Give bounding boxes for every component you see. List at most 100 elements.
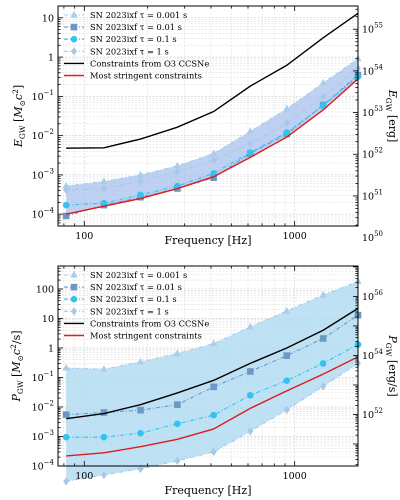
top-legend-marker-3 xyxy=(71,47,77,56)
top-panel: 100 100010−410−310−210−111010501051105210… xyxy=(11,5,399,247)
bottom-y-tick-label-part-0: 10 xyxy=(32,373,44,384)
top-band xyxy=(66,58,359,215)
bottom-y-tick-label-right: 1056 xyxy=(362,289,384,303)
top-y-tick-label-right-part-1: 50 xyxy=(374,230,383,238)
top-y-tick-label-part-0: 10 xyxy=(32,210,44,221)
bottom-y-axis-title-part-3: M xyxy=(10,361,23,374)
bottom-legend-marker-3 xyxy=(71,307,77,316)
top-x-tick-label: 1000 xyxy=(283,231,307,242)
bottom-y-axis-title-right-part-1: GW xyxy=(384,343,393,357)
bottom-legend-marker-1 xyxy=(70,283,78,291)
bottom-point-3-1 xyxy=(100,470,107,480)
top-series-2 xyxy=(62,73,362,209)
bottom-point-1-4 xyxy=(210,383,217,391)
top-y-tick-label-part-0: 10 xyxy=(32,92,44,103)
top-legend-label-5: Most stringent constraints xyxy=(90,71,202,81)
top-point-2-7 xyxy=(319,102,327,109)
top-y-tick-label-right: 1052 xyxy=(362,147,383,161)
bottom-point-3-6 xyxy=(283,405,290,415)
bottom-point-2-2 xyxy=(137,429,144,437)
top-y-tick-label-right-part-0: 10 xyxy=(362,108,374,119)
top-y-axis-title-part-7: ] xyxy=(12,85,25,89)
top-y-tick-label-right-part-1: 51 xyxy=(374,188,383,196)
bottom-point-2-6 xyxy=(283,377,291,384)
top-point-3-5 xyxy=(247,139,254,148)
bottom-x-tick-label: 100 xyxy=(75,471,93,482)
top-series-line-4 xyxy=(66,12,359,149)
bottom-y-axis-title-right: PGW [erg/s] xyxy=(384,334,399,396)
top-point-0-1 xyxy=(100,177,108,185)
top-y-tick-label-right-part-1: 53 xyxy=(374,105,383,113)
bottom-y-axis-title-part-4: ⊙ xyxy=(16,355,25,361)
top-y-axis-title-part-0: E xyxy=(12,139,25,148)
bottom-y-tick-label: 10−4 xyxy=(32,459,55,473)
bottom-point-0-3 xyxy=(173,349,181,357)
bottom-y-axis-title-part-7: /s] xyxy=(10,330,23,344)
top-x-axis-title: Frequency [Hz] xyxy=(165,234,252,247)
top-y-tick-label: 10−4 xyxy=(32,207,55,221)
bottom-series-line-4 xyxy=(66,307,359,420)
bottom-y-tick-label-right-part-1: 52 xyxy=(374,407,383,415)
bottom-y-tick-label-part-1: −3 xyxy=(44,429,54,437)
top-point-2-4 xyxy=(210,169,217,177)
top-point-0-6 xyxy=(283,104,291,112)
top-legend-marker-1 xyxy=(70,23,78,31)
bottom-y-tick-label-right-part-0: 10 xyxy=(362,351,374,362)
top-legend-marker-2 xyxy=(70,35,78,43)
top-series-line-3 xyxy=(66,68,359,191)
top-point-1-4 xyxy=(210,174,217,181)
top-point-1-0 xyxy=(62,212,70,220)
bottom-series-1 xyxy=(62,311,362,418)
bottom-legend-label-4: Constraints from O3 CCSNe xyxy=(90,318,209,328)
top-legend-label-3: SN 2023ixf τ = 1 s xyxy=(90,46,169,56)
top-frame xyxy=(57,5,359,227)
top-y-axis-title-right-part-2: [erg] xyxy=(386,111,399,142)
bottom-point-1-1 xyxy=(100,409,108,416)
top-series-3 xyxy=(63,64,361,194)
bottom-y-tick-label: 1 xyxy=(48,343,54,354)
top-y-axis-title-part-1: GW xyxy=(18,125,27,139)
top-y-tick-label-right-part-0: 10 xyxy=(362,150,374,161)
top-y-tick-label-part-0: 1 xyxy=(48,53,54,64)
top-y-tick-label-right-part-0: 10 xyxy=(362,25,374,36)
bottom-legend-marker-0 xyxy=(70,270,78,278)
top-point-3-6 xyxy=(283,118,290,128)
bottom-y-axis-title-right-part-2: [erg/s] xyxy=(386,356,399,396)
top-point-2-6 xyxy=(283,129,291,136)
top-series-0 xyxy=(62,54,362,189)
top-point-2-0 xyxy=(62,201,70,209)
bottom-legend-label-3: SN 2023ixf τ = 1 s xyxy=(90,306,169,316)
top-point-3-0 xyxy=(63,185,70,194)
top-y-tick-label-part-1: −1 xyxy=(44,89,54,97)
top-y-tick-label-right-part-1: 54 xyxy=(374,63,383,71)
top-y-axis-title-right-part-1: GW xyxy=(384,98,393,112)
bottom-y-tick-label-part-1: −1 xyxy=(44,370,54,378)
bottom-point-2-7 xyxy=(319,360,327,367)
top-series-5 xyxy=(66,78,359,215)
top-point-0-7 xyxy=(319,78,327,86)
bottom-point-0-0 xyxy=(62,363,70,371)
bottom-legend-label-0: SN 2023ixf τ = 0.001 s xyxy=(90,270,187,280)
bottom-y-tick-label-right-part-1: 56 xyxy=(374,289,383,297)
top-point-0-5 xyxy=(246,127,254,134)
top-series-line-5 xyxy=(66,78,359,215)
bottom-point-2-3 xyxy=(174,420,181,428)
top-y-tick-label-part-0: 10 xyxy=(42,13,54,24)
top-y-tick-label-right: 1053 xyxy=(362,105,383,119)
top-y-axis-title-right-part-0: E xyxy=(386,89,399,98)
bottom-legend-label-1: SN 2023ixf τ = 0.01 s xyxy=(90,282,182,292)
top-y-axis-title: EGW [M⊙c2] xyxy=(11,85,27,148)
top-point-2-5 xyxy=(246,149,254,156)
bottom-point-2-5 xyxy=(246,391,254,399)
bottom-y-tick-label-part-0: 10 xyxy=(32,402,44,413)
bottom-legend-marker-2 xyxy=(70,295,78,303)
bottom-point-3-7 xyxy=(320,382,327,391)
top-legend-label-1: SN 2023ixf τ = 0.01 s xyxy=(90,22,182,32)
top-point-3-2 xyxy=(137,176,144,186)
bottom-legend: SN 2023ixf τ = 0.001 s SN 2023ixf τ = 0.0… xyxy=(64,270,209,341)
bottom-y-tick-label-part-0: 10 xyxy=(32,432,44,443)
top-point-3-1 xyxy=(100,184,107,193)
bottom-point-1-5 xyxy=(246,368,254,375)
bottom-y-tick-label: 10 xyxy=(42,314,54,325)
bottom-x-tick-label: 1000 xyxy=(283,471,307,482)
